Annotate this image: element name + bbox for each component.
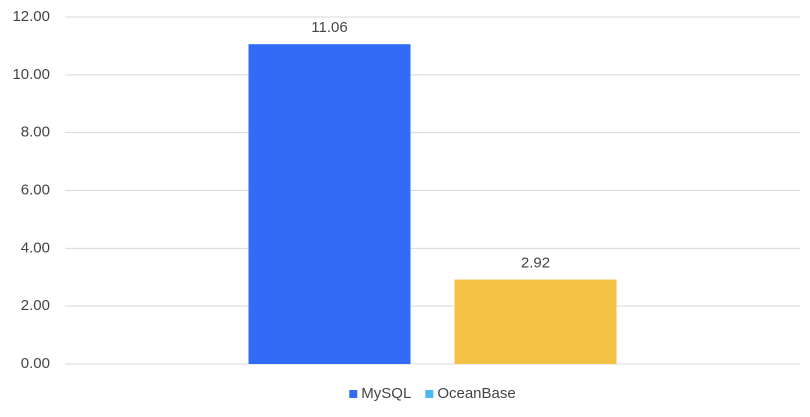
bar	[454, 279, 617, 364]
legend-swatch	[425, 390, 434, 398]
y-tick-label: 12.00	[12, 8, 50, 25]
legend-label: OceanBase	[437, 385, 515, 402]
y-tick-label: 10.00	[12, 66, 50, 83]
y-tick-label: 0.00	[21, 355, 50, 372]
y-tick-label: 8.00	[21, 124, 50, 141]
y-tick-label: 2.00	[21, 297, 50, 314]
legend-label: MySQL	[361, 385, 411, 402]
value-label: 11.06	[311, 19, 347, 36]
y-tick-label: 6.00	[21, 181, 50, 198]
legend-swatch	[349, 390, 358, 398]
value-label: 2.92	[521, 255, 550, 272]
bar	[248, 44, 411, 364]
y-tick-label: 4.00	[21, 239, 50, 256]
